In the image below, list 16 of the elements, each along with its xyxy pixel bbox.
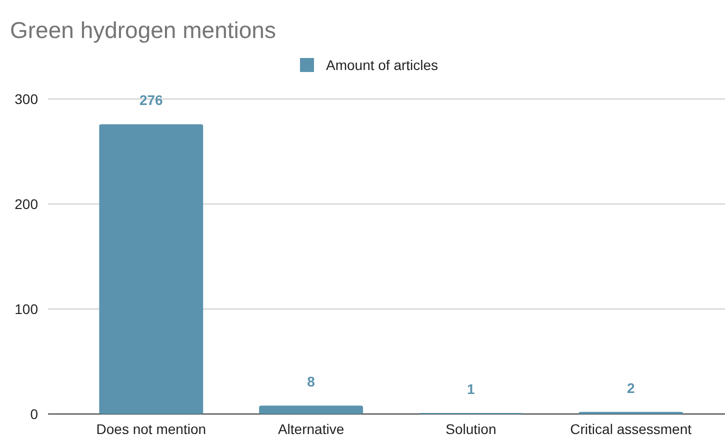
x-tick-label: Does not mention [96, 421, 206, 437]
y-tick-label: 100 [14, 301, 38, 317]
data-label: 8 [307, 374, 316, 390]
y-tick-label: 200 [14, 196, 38, 212]
y-tick-label: 300 [14, 91, 38, 107]
bar [259, 406, 364, 414]
data-label: 2 [626, 380, 635, 396]
x-tick-label: Critical assessment [570, 421, 692, 437]
x-tick-label: Solution [446, 421, 496, 437]
data-label: 276 [139, 92, 164, 108]
chart-title: Green hydrogen mentions [10, 17, 276, 43]
x-tick-label: Alternative [278, 421, 344, 437]
legend-label: Amount of articles [326, 57, 438, 73]
y-tick-label: 0 [30, 406, 38, 422]
bar [99, 124, 204, 414]
data-label: 1 [467, 380, 476, 397]
